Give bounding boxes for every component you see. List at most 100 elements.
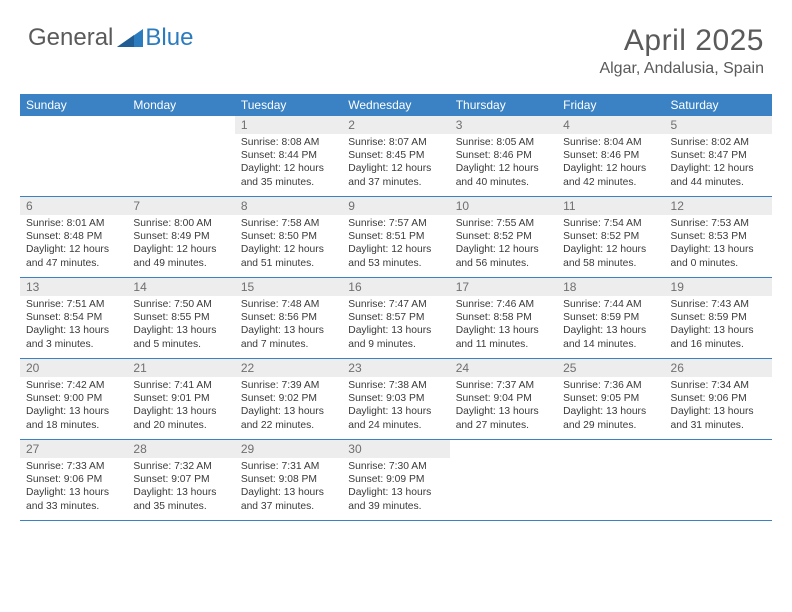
daylight-label: Daylight: [671,406,711,417]
calendar-cell: 18Sunrise: 7:44 AMSunset: 8:59 PMDayligh… [557,278,664,358]
sunset: Sunset: 8:48 PM [26,230,121,243]
sunrise-label: Sunrise: [671,218,709,229]
calendar-cell: 19Sunrise: 7:43 AMSunset: 8:59 PMDayligh… [665,278,772,358]
sunrise: Sunrise: 7:53 AM [671,217,766,230]
weekday-heading: Sunday [20,94,127,116]
sunset-label: Sunset: [26,474,61,485]
logo: General Blue [28,24,193,52]
daylight: Daylight: 13 hours and 31 minutes. [671,405,766,431]
sunset: Sunset: 8:59 PM [563,311,658,324]
sunrise-value: 7:38 AM [389,380,427,391]
day-info: Sunrise: 8:01 AMSunset: 8:48 PMDaylight:… [20,215,127,274]
calendar-cell: 5Sunrise: 8:02 AMSunset: 8:47 PMDaylight… [665,116,772,196]
sunset: Sunset: 9:03 PM [348,392,443,405]
daylight-label: Daylight: [348,406,388,417]
sunset: Sunset: 8:58 PM [456,311,551,324]
sunrise-label: Sunrise: [241,299,279,310]
sunset-label: Sunset: [456,150,491,161]
daylight-label: Daylight: [348,163,388,174]
sunset: Sunset: 8:51 PM [348,230,443,243]
calendar-cell: 9Sunrise: 7:57 AMSunset: 8:51 PMDaylight… [342,197,449,277]
daylight: Daylight: 12 hours and 37 minutes. [348,162,443,188]
sunrise-label: Sunrise: [671,299,709,310]
daylight-label: Daylight: [241,244,281,255]
logo-text-general: General [28,24,113,52]
sunrise-label: Sunrise: [563,299,601,310]
day-number: 18 [557,278,664,296]
daylight: Daylight: 12 hours and 51 minutes. [241,243,336,269]
sunrise-label: Sunrise: [241,461,279,472]
daylight: Daylight: 12 hours and 56 minutes. [456,243,551,269]
day-number: 15 [235,278,342,296]
sunset-value: 8:49 PM [171,231,209,242]
daylight-label: Daylight: [563,244,603,255]
weekday-heading: Saturday [665,94,772,116]
sunrise: Sunrise: 7:37 AM [456,379,551,392]
sunset-label: Sunset: [456,231,491,242]
daylight-label: Daylight: [133,487,173,498]
daylight-label: Daylight: [348,487,388,498]
daylight: Daylight: 13 hours and 0 minutes. [671,243,766,269]
daylight: Daylight: 12 hours and 35 minutes. [241,162,336,188]
day-number: 19 [665,278,772,296]
sunrise-label: Sunrise: [133,299,171,310]
daylight: Daylight: 13 hours and 39 minutes. [348,486,443,512]
day-info: Sunrise: 7:55 AMSunset: 8:52 PMDaylight:… [450,215,557,274]
daylight: Daylight: 13 hours and 24 minutes. [348,405,443,431]
day-number: 1 [235,116,342,134]
daylight: Daylight: 12 hours and 42 minutes. [563,162,658,188]
sunset: Sunset: 9:07 PM [133,473,228,486]
logo-text-blue: Blue [145,24,193,52]
day-info: Sunrise: 8:07 AMSunset: 8:45 PMDaylight:… [342,134,449,193]
calendar-cell: 21Sunrise: 7:41 AMSunset: 9:01 PMDayligh… [127,359,234,439]
sunset: Sunset: 8:54 PM [26,311,121,324]
calendar-cell: 26Sunrise: 7:34 AMSunset: 9:06 PMDayligh… [665,359,772,439]
day-number: 22 [235,359,342,377]
sunset: Sunset: 8:46 PM [563,149,658,162]
sunset-value: 8:59 PM [708,312,746,323]
daylight: Daylight: 13 hours and 35 minutes. [133,486,228,512]
sunset-label: Sunset: [671,312,706,323]
daylight: Daylight: 13 hours and 29 minutes. [563,405,658,431]
sunrise: Sunrise: 7:51 AM [26,298,121,311]
day-info: Sunrise: 8:02 AMSunset: 8:47 PMDaylight:… [665,134,772,193]
day-number: 12 [665,197,772,215]
sunset: Sunset: 8:44 PM [241,149,336,162]
calendar-cell: 27Sunrise: 7:33 AMSunset: 9:06 PMDayligh… [20,440,127,520]
daylight: Daylight: 13 hours and 11 minutes. [456,324,551,350]
sunrise: Sunrise: 7:39 AM [241,379,336,392]
sunset-value: 9:00 PM [64,393,102,404]
calendar-row: 1Sunrise: 8:08 AMSunset: 8:44 PMDaylight… [20,116,772,197]
daylight-label: Daylight: [671,325,711,336]
sunrise: Sunrise: 8:04 AM [563,136,658,149]
sunrise-label: Sunrise: [133,380,171,391]
calendar-cell-empty [127,116,234,196]
sunrise-value: 7:46 AM [496,299,534,310]
sunset: Sunset: 8:45 PM [348,149,443,162]
calendar-cell-empty [665,440,772,520]
weekday-heading: Thursday [450,94,557,116]
daylight: Daylight: 13 hours and 20 minutes. [133,405,228,431]
sunrise: Sunrise: 7:36 AM [563,379,658,392]
sunset-label: Sunset: [133,393,168,404]
sunset-value: 8:46 PM [601,150,639,161]
daylight: Daylight: 12 hours and 49 minutes. [133,243,228,269]
daylight: Daylight: 13 hours and 22 minutes. [241,405,336,431]
daylight: Daylight: 13 hours and 16 minutes. [671,324,766,350]
sunrise-value: 8:00 AM [174,218,212,229]
sunrise: Sunrise: 7:58 AM [241,217,336,230]
sunset-label: Sunset: [348,474,383,485]
daylight: Daylight: 13 hours and 18 minutes. [26,405,121,431]
sunset: Sunset: 8:52 PM [456,230,551,243]
sunrise-label: Sunrise: [133,461,171,472]
day-info: Sunrise: 7:37 AMSunset: 9:04 PMDaylight:… [450,377,557,436]
day-info: Sunrise: 7:50 AMSunset: 8:55 PMDaylight:… [127,296,234,355]
sunset-label: Sunset: [348,393,383,404]
sunset-value: 8:46 PM [493,150,531,161]
calendar-cell: 22Sunrise: 7:39 AMSunset: 9:02 PMDayligh… [235,359,342,439]
sunset: Sunset: 8:50 PM [241,230,336,243]
daylight-label: Daylight: [241,325,281,336]
sunset: Sunset: 9:06 PM [26,473,121,486]
daylight-label: Daylight: [241,163,281,174]
sunrise: Sunrise: 8:07 AM [348,136,443,149]
